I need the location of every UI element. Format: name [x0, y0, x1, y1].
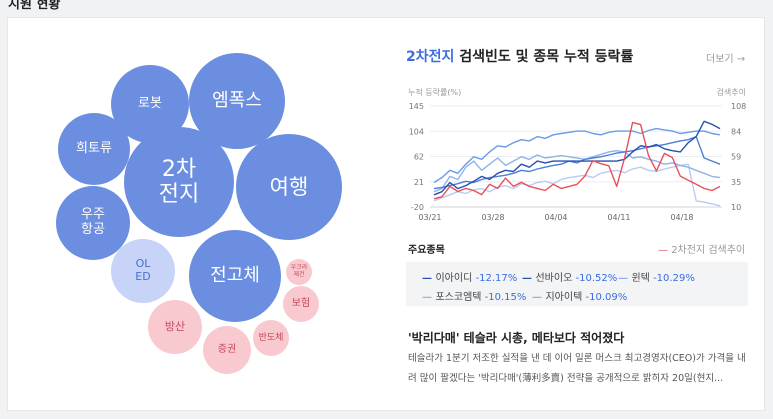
panel-title-highlight: 2차전지	[406, 49, 455, 65]
bubble-defense[interactable]: 방산	[148, 300, 202, 354]
stock-item[interactable]: — 포스코엠텍 -10.15%	[422, 292, 527, 303]
panel-title-rest: 검색빈도 및 종목 누적 등락률	[454, 49, 634, 65]
stock-item[interactable]: — 이아이디 -12.17%	[422, 273, 518, 284]
bubble-travel[interactable]: 여행	[236, 134, 342, 240]
bubble-aerospace[interactable]: 우주 항공	[56, 186, 130, 260]
search-trend-legend: — 2차전지 검색추이	[658, 245, 746, 256]
news-summary[interactable]: 테슬라가 1분기 저조한 실적을 낸 데 이어 일론 머스크 최고경영자(CEO…	[408, 353, 746, 384]
stock-item[interactable]: — 윈텍 -10.29%	[618, 273, 695, 284]
bubble-ukraine-rebuild[interactable]: 우크라 재건	[286, 259, 312, 285]
key-stocks-title: 주요종목	[408, 245, 445, 256]
bubble-semiconductor[interactable]: 반도체	[253, 320, 289, 356]
stock-item[interactable]: — 지아이텍 -10.09%	[532, 292, 628, 303]
news-headline[interactable]: '박리다매' 테슬라 시총, 메타보다 적어졌다	[408, 331, 625, 345]
bubble-secondary-battery[interactable]: 2차 전지	[124, 127, 234, 237]
bubble-rare-earth[interactable]: 희토류	[58, 113, 130, 185]
panel-title: 2차전지 검색빈도 및 종목 누적 등락률	[406, 46, 633, 66]
bubble-solid-state-battery[interactable]: 전고체	[189, 230, 281, 322]
stock-item[interactable]: — 선바이오 -10.52%	[522, 273, 618, 284]
bubble-insurance[interactable]: 보험	[283, 286, 319, 322]
bubble-oled[interactable]: OL ED	[111, 239, 175, 303]
key-stocks-box: — 이아이디 -12.17% — 선바이오 -10.52% — 윈텍 -10.2…	[406, 262, 748, 306]
bubble-securities[interactable]: 증권	[203, 326, 251, 374]
page-title: 지원 현황	[8, 0, 61, 12]
more-link[interactable]: 더보기 →	[706, 54, 746, 65]
